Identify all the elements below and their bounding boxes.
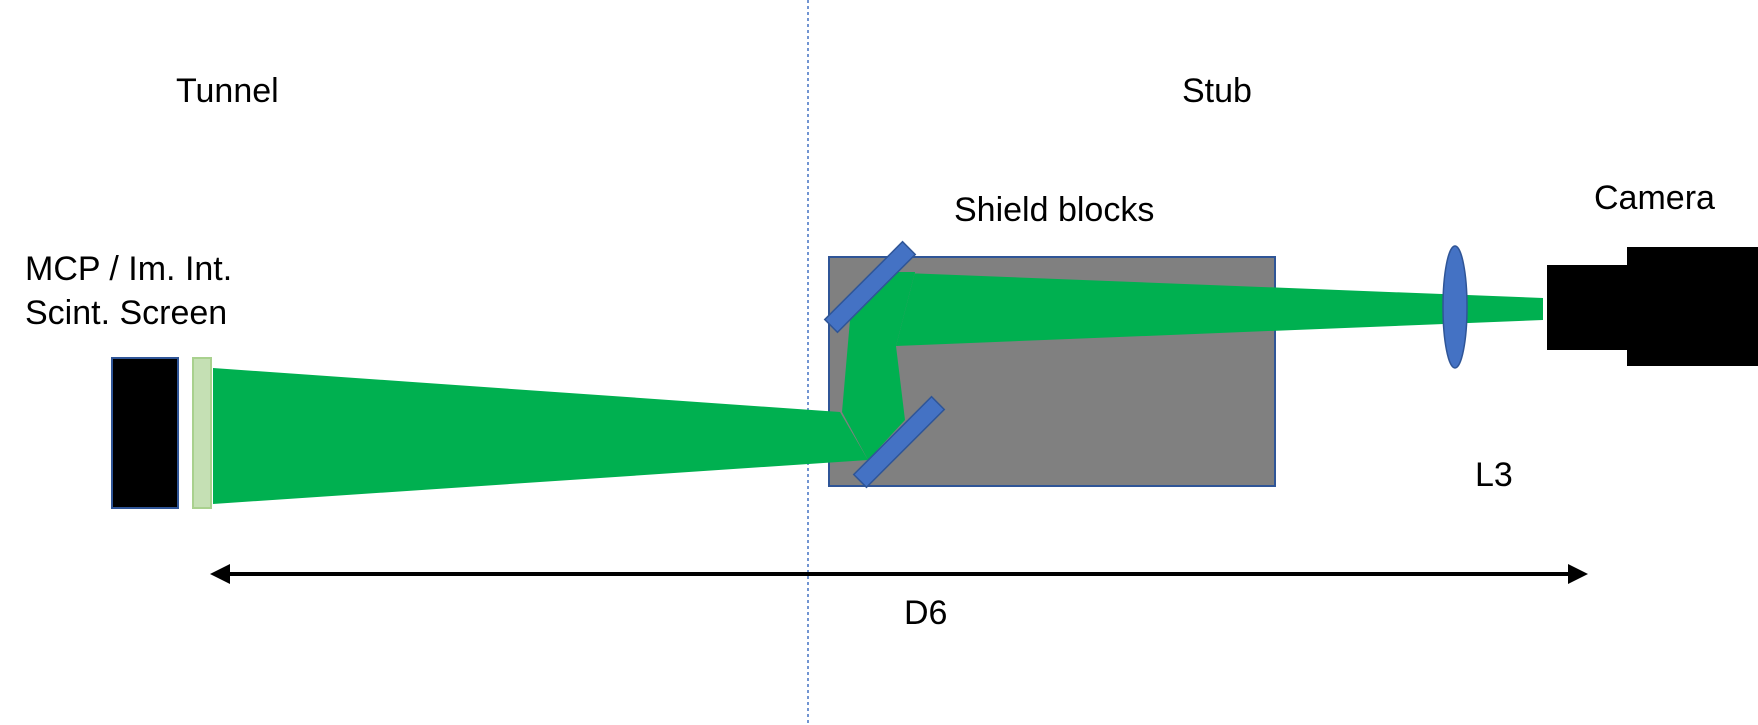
upper-mirror <box>823 240 917 334</box>
distance-arrow-right-head <box>1568 564 1588 584</box>
camera-body <box>1627 247 1758 366</box>
distance-label: D6 <box>904 594 947 632</box>
light-beam-tunnel-segment <box>213 368 868 504</box>
detector-label-line1: MCP / Im. Int. <box>25 250 232 288</box>
scintillator-screen <box>192 357 212 509</box>
lower-mirror <box>852 395 946 489</box>
distance-arrow-left-head <box>210 564 230 584</box>
lens-l3 <box>1442 245 1468 369</box>
camera-lens-barrel <box>1547 265 1635 350</box>
detector-block <box>111 357 179 509</box>
light-beam-stub-segment <box>880 272 1543 346</box>
lens-label: L3 <box>1475 456 1513 494</box>
shield-blocks-label: Shield blocks <box>954 191 1154 229</box>
detector-label-line2: Scint. Screen <box>25 294 227 332</box>
light-beam-periscope-segment <box>842 272 915 460</box>
camera-label: Camera <box>1594 179 1715 217</box>
stub-label: Stub <box>1182 72 1252 110</box>
tunnel-label: Tunnel <box>176 72 279 110</box>
